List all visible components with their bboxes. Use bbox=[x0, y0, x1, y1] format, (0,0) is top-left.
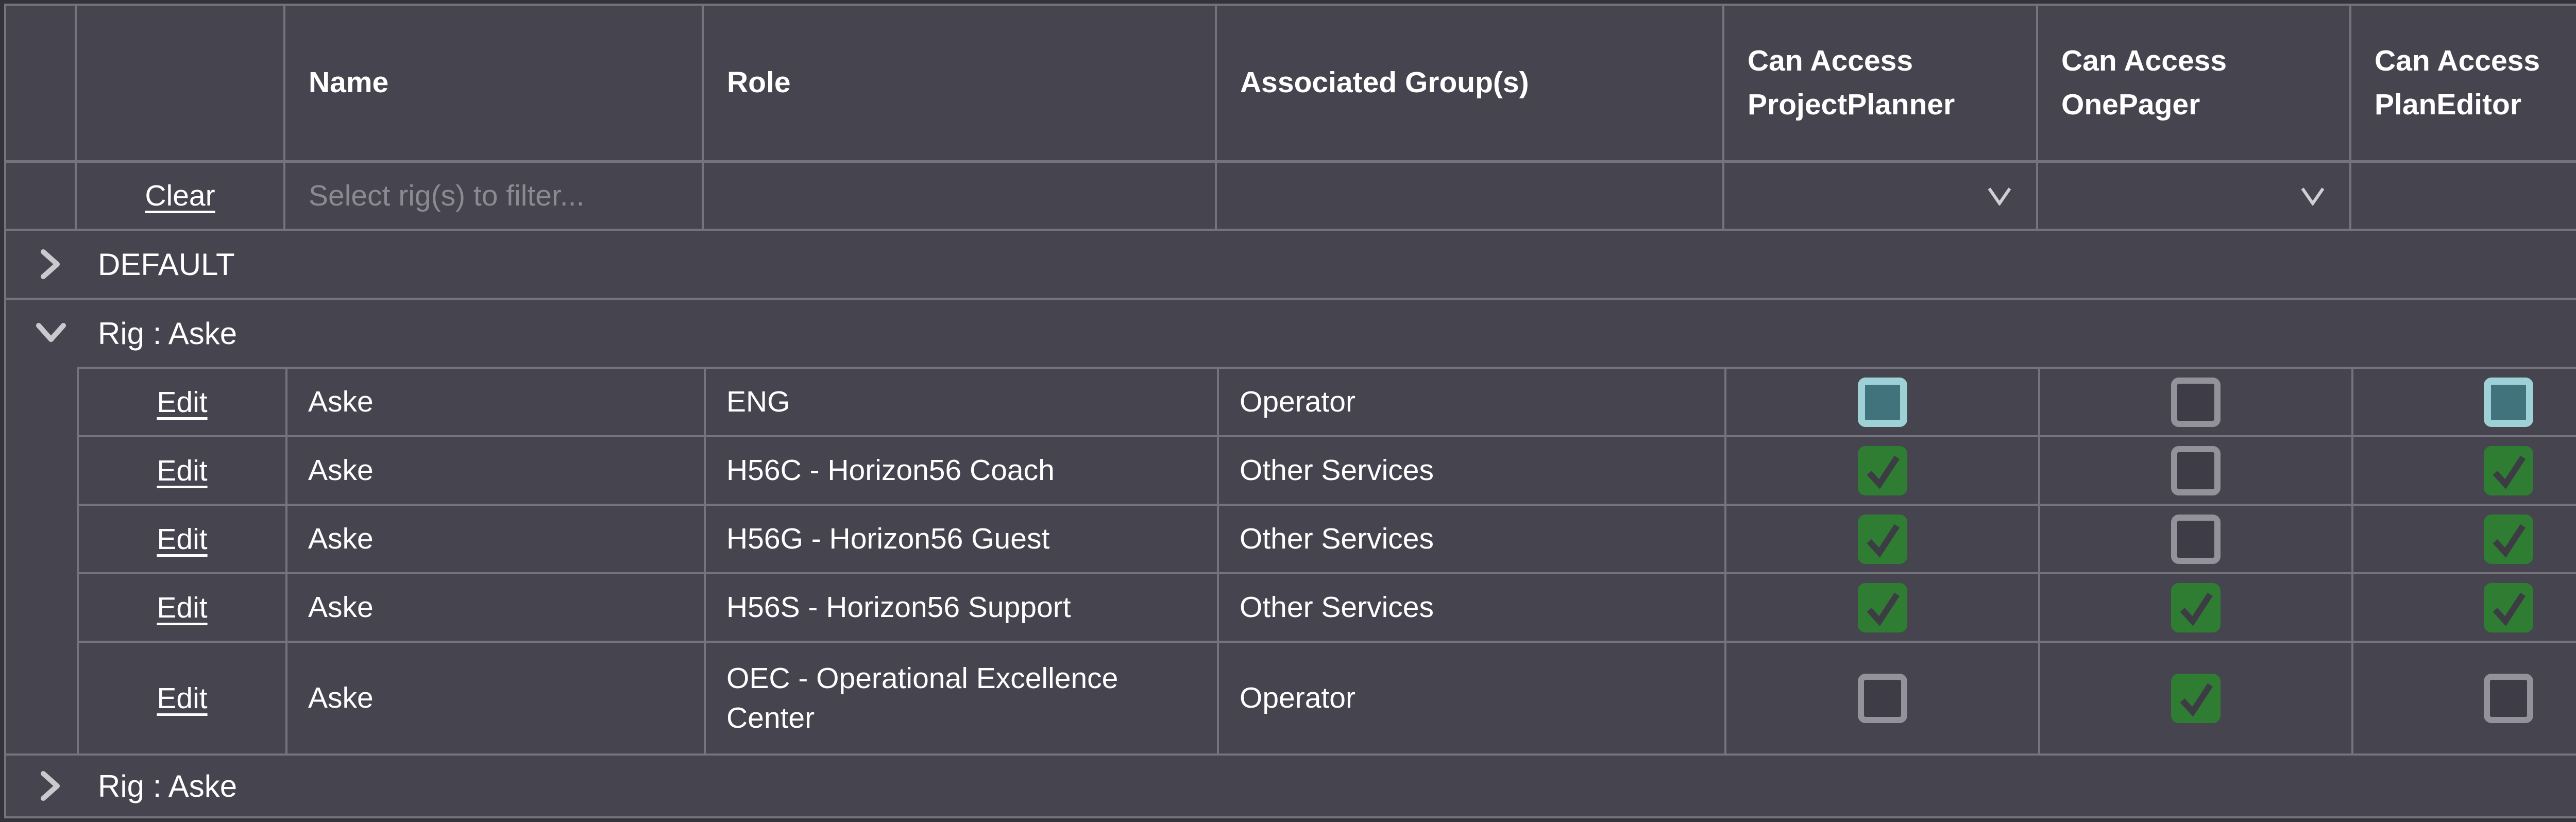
header-expand-column bbox=[6, 6, 77, 160]
header-can-access-planeditor: Can Access PlanEditor bbox=[2351, 6, 2576, 160]
row-gutter bbox=[6, 504, 77, 572]
filter-row: Clear bbox=[6, 163, 2576, 231]
row-role: H56G - Horizon56 Guest bbox=[706, 506, 1219, 572]
chevron-down-icon bbox=[1988, 179, 2011, 213]
chevron-right-icon[interactable] bbox=[36, 249, 66, 279]
header-edit-column bbox=[77, 6, 285, 160]
row-associated-groups: Other Services bbox=[1219, 506, 1726, 572]
filter-role-cell bbox=[704, 163, 1217, 229]
row-role: H56S - Horizon56 Support bbox=[706, 574, 1219, 641]
filter-name-cell bbox=[285, 163, 704, 229]
row-role: H56C - Horizon56 Coach bbox=[706, 437, 1219, 504]
planeditor-checkbox[interactable] bbox=[2483, 673, 2533, 723]
filter-planeditor-dropdown[interactable] bbox=[2351, 163, 2576, 229]
group-label: Rig : Aske bbox=[98, 316, 238, 351]
projectplanner-checkbox[interactable] bbox=[1857, 377, 1907, 427]
row-gutter bbox=[6, 572, 77, 641]
edit-row-link[interactable]: Edit bbox=[157, 385, 208, 419]
onepager-checkbox[interactable] bbox=[2171, 446, 2221, 495]
header-role: Role bbox=[704, 6, 1217, 160]
row-associated-groups: Other Services bbox=[1219, 437, 1726, 504]
planeditor-checkbox[interactable] bbox=[2483, 514, 2533, 564]
filter-expand-cell bbox=[6, 163, 77, 229]
edit-row-link[interactable]: Edit bbox=[157, 681, 208, 715]
header-can-access-projectplanner: Can Access ProjectPlanner bbox=[1724, 6, 2038, 160]
edit-row-link[interactable]: Edit bbox=[157, 454, 208, 487]
planeditor-checkbox[interactable] bbox=[2483, 377, 2533, 427]
row-name: Aske bbox=[287, 574, 706, 641]
filter-clear-cell: Clear bbox=[77, 163, 285, 229]
group-row-rig-aske[interactable]: Rig : Aske bbox=[6, 300, 2576, 367]
row-associated-groups: Operator bbox=[1219, 369, 1726, 435]
table-row: Edit Aske H56G - Horizon56 Guest Other S… bbox=[6, 504, 2576, 572]
table-row: Edit Aske ENG Operator bbox=[6, 367, 2576, 435]
row-associated-groups: Other Services bbox=[1219, 574, 1726, 641]
row-name: Aske bbox=[287, 643, 706, 754]
group-label: Rig : Aske bbox=[98, 768, 238, 803]
header-associated-groups: Associated Group(s) bbox=[1217, 6, 1724, 160]
row-gutter bbox=[6, 435, 77, 504]
filter-projectplanner-dropdown[interactable] bbox=[1724, 163, 2038, 229]
onepager-checkbox[interactable] bbox=[2171, 514, 2221, 564]
table-row: Edit Aske OEC - Operational Excellence C… bbox=[6, 641, 2576, 754]
row-role: OEC - Operational Excellence Center bbox=[706, 643, 1219, 754]
header-name: Name bbox=[285, 6, 704, 160]
chevron-down-icon[interactable] bbox=[36, 323, 66, 344]
table-row: Edit Aske H56S - Horizon56 Support Other… bbox=[6, 572, 2576, 641]
row-role: ENG bbox=[706, 369, 1219, 435]
chevron-right-icon[interactable] bbox=[36, 771, 66, 801]
projectplanner-checkbox[interactable] bbox=[1857, 514, 1907, 564]
header-can-access-onepager: Can Access OnePager bbox=[2038, 6, 2351, 160]
rig-access-table: Name Role Associated Group(s) Can Access… bbox=[4, 4, 2576, 818]
onepager-checkbox[interactable] bbox=[2171, 583, 2221, 632]
onepager-checkbox[interactable] bbox=[2171, 377, 2221, 427]
row-name: Aske bbox=[287, 506, 706, 572]
table-header-row: Name Role Associated Group(s) Can Access… bbox=[6, 6, 2576, 163]
row-name: Aske bbox=[287, 369, 706, 435]
chevron-down-icon bbox=[2301, 179, 2325, 213]
clear-filter-link[interactable]: Clear bbox=[145, 179, 215, 212]
planeditor-checkbox[interactable] bbox=[2483, 446, 2533, 495]
group-label: DEFAULT bbox=[98, 247, 235, 282]
row-associated-groups: Operator bbox=[1219, 643, 1726, 754]
edit-row-link[interactable]: Edit bbox=[157, 591, 208, 624]
planeditor-checkbox[interactable] bbox=[2483, 583, 2533, 632]
projectplanner-checkbox[interactable] bbox=[1857, 673, 1907, 723]
onepager-checkbox[interactable] bbox=[2171, 673, 2221, 723]
projectplanner-checkbox[interactable] bbox=[1857, 583, 1907, 632]
table-row: Edit Aske H56C - Horizon56 Coach Other S… bbox=[6, 435, 2576, 504]
edit-row-link[interactable]: Edit bbox=[157, 522, 208, 556]
group-row-rig-aske-2[interactable]: Rig : Aske bbox=[6, 754, 2576, 816]
projectplanner-checkbox[interactable] bbox=[1857, 446, 1907, 495]
group-row-default[interactable]: DEFAULT bbox=[6, 231, 2576, 300]
row-gutter bbox=[6, 641, 77, 754]
rig-filter-input[interactable] bbox=[309, 179, 679, 213]
row-name: Aske bbox=[287, 437, 706, 504]
row-gutter bbox=[6, 367, 77, 435]
filter-groups-cell bbox=[1217, 163, 1724, 229]
filter-onepager-dropdown[interactable] bbox=[2038, 163, 2351, 229]
